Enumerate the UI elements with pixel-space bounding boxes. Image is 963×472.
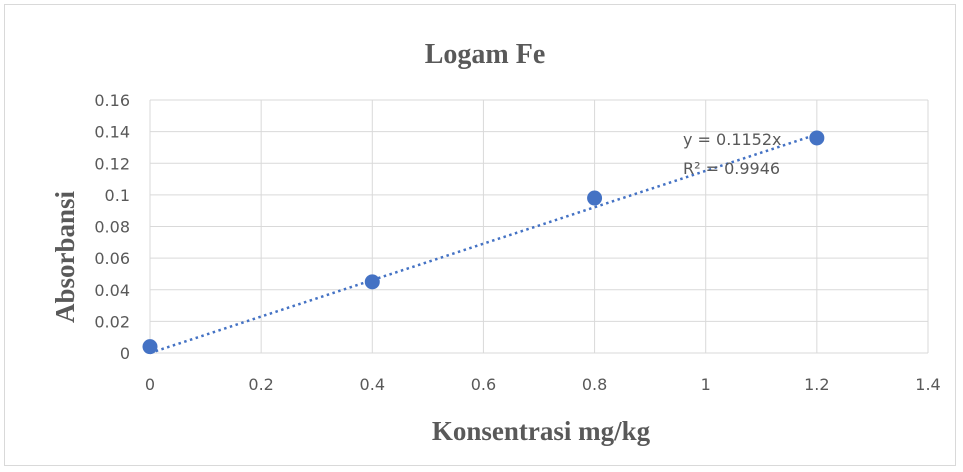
gridlines (149, 99, 929, 354)
y-tick-label: 0.08 (94, 218, 130, 237)
y-tick-label: 0 (120, 344, 130, 363)
x-tick-label: 1.2 (804, 375, 829, 394)
x-tick-label: 0.2 (248, 375, 273, 394)
x-tick-label: 0.4 (360, 375, 385, 394)
data-point (364, 274, 380, 290)
y-tick-label: 0.1 (105, 186, 130, 205)
chart-title: Logam Fe (425, 39, 546, 70)
data-point (142, 339, 158, 355)
chart-frame (4, 4, 956, 466)
x-tick-label: 0.6 (471, 375, 496, 394)
trendline-equation: y = 0.1152x (683, 130, 782, 149)
data-point (587, 190, 603, 206)
trendline-r2: R² = 0.9946 (683, 159, 780, 178)
y-tick-label: 0.12 (94, 154, 130, 173)
y-tick-label: 0.06 (94, 249, 130, 268)
x-axis-title: Konsentrasi mg/kg (432, 416, 651, 446)
data-point (809, 130, 825, 146)
y-tick-label: 0.04 (94, 281, 130, 300)
x-tick-label: 0 (145, 375, 155, 394)
y-axis-title: Absorbansi (50, 190, 80, 323)
y-tick-label: 0.16 (94, 91, 130, 110)
x-tick-label: 1 (701, 375, 711, 394)
x-tick-label: 0.8 (582, 375, 607, 394)
y-tick-label: 0.14 (94, 123, 130, 142)
tick-labels: 0 0.02 0.04 0.06 0.08 0.1 0.12 0.14 0.16 0 0.2 0.4 0… (94, 91, 940, 394)
y-tick-label: 0.02 (94, 312, 130, 331)
data-points (142, 130, 825, 355)
x-tick-label: 1.4 (915, 375, 940, 394)
